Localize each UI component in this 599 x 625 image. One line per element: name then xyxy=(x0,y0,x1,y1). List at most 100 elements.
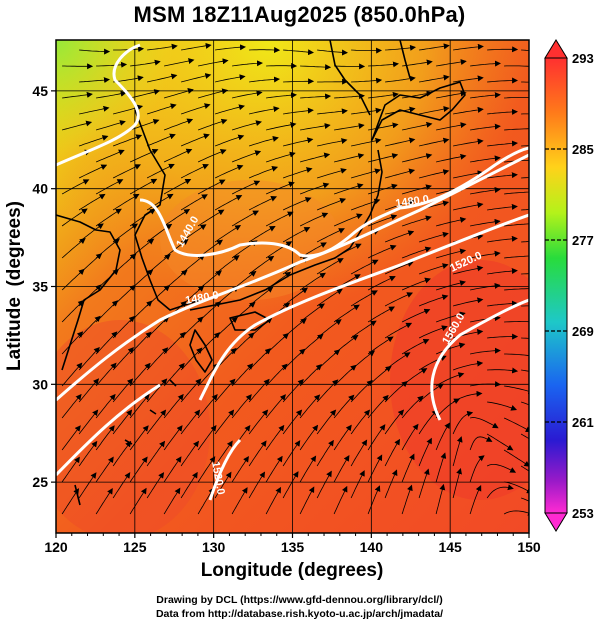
streamline xyxy=(78,378,100,403)
streamline xyxy=(180,440,199,467)
streamline xyxy=(487,333,519,340)
streamline xyxy=(368,122,399,131)
streamline xyxy=(419,169,450,179)
streamline xyxy=(95,456,114,483)
streamline xyxy=(504,63,529,70)
streamline xyxy=(61,300,84,323)
streamline xyxy=(163,362,185,387)
streamline xyxy=(214,409,235,435)
streamline xyxy=(95,120,126,131)
streamline xyxy=(282,440,301,467)
streamline xyxy=(452,410,474,435)
streamline xyxy=(214,104,245,115)
streamline xyxy=(367,244,397,259)
x-tick-label: 120 xyxy=(44,539,68,555)
streamline xyxy=(316,288,343,307)
streamline xyxy=(248,226,276,243)
streamline xyxy=(316,228,345,243)
streamline xyxy=(367,275,396,291)
streamline xyxy=(61,179,90,195)
streamline xyxy=(214,471,232,499)
streamline xyxy=(282,471,299,499)
streamline xyxy=(367,424,386,451)
streamline xyxy=(504,188,529,195)
streamline xyxy=(351,137,382,147)
streamline xyxy=(504,128,529,131)
streamline xyxy=(504,94,529,101)
streamline xyxy=(452,360,484,371)
streamline xyxy=(419,137,450,147)
streamline xyxy=(231,120,262,131)
streamline xyxy=(95,149,125,163)
streamline xyxy=(334,63,366,70)
streamline xyxy=(249,106,280,115)
streamline xyxy=(78,440,98,467)
streamline xyxy=(129,362,151,387)
streamline xyxy=(521,337,529,339)
streamline xyxy=(487,172,518,179)
streamline xyxy=(112,440,132,467)
streamline xyxy=(265,151,296,163)
streamline xyxy=(112,193,140,211)
streamline xyxy=(470,250,501,259)
streamline xyxy=(283,49,314,56)
streamline xyxy=(521,145,529,147)
streamline xyxy=(61,331,84,355)
streamline xyxy=(180,103,211,115)
contour-label: 1480.0 xyxy=(184,289,219,307)
streamline xyxy=(197,118,228,131)
x-tick-label: 140 xyxy=(360,539,384,555)
streamline xyxy=(300,93,332,100)
streamline xyxy=(146,103,177,115)
streamline xyxy=(435,398,460,419)
streamline xyxy=(163,456,182,483)
streamline xyxy=(214,164,244,179)
streamline xyxy=(487,108,518,115)
streamline xyxy=(61,120,93,131)
streamline xyxy=(214,378,236,403)
streamline xyxy=(470,123,501,131)
streamline xyxy=(350,168,381,179)
streamline xyxy=(282,227,311,243)
streamline xyxy=(401,453,415,483)
streamline xyxy=(521,177,529,179)
streamline xyxy=(384,438,401,467)
streamline xyxy=(453,170,484,179)
streamline xyxy=(333,213,363,227)
streamline xyxy=(78,164,108,179)
streamline xyxy=(470,347,501,355)
streamline xyxy=(487,203,518,211)
streamline xyxy=(248,378,270,403)
streamline xyxy=(453,202,484,211)
streamline xyxy=(503,449,529,467)
streamline xyxy=(95,425,115,451)
streamline xyxy=(78,193,106,211)
streamline xyxy=(436,59,467,67)
streamline xyxy=(316,258,344,275)
streamline xyxy=(367,306,395,323)
streamline xyxy=(487,401,518,411)
y-tick-label: 25 xyxy=(32,474,48,490)
streamline xyxy=(61,456,80,483)
streamline xyxy=(79,77,110,84)
streamline xyxy=(419,106,450,115)
streamline xyxy=(78,472,97,499)
streamline xyxy=(419,74,450,83)
streamline xyxy=(350,290,378,307)
streamline xyxy=(334,123,365,131)
streamline xyxy=(401,308,431,323)
streamline xyxy=(385,106,416,115)
streamline xyxy=(198,58,229,67)
streamline xyxy=(164,58,195,67)
streamline xyxy=(248,440,267,467)
streamline xyxy=(435,372,465,387)
streamline xyxy=(453,43,484,51)
streamline xyxy=(487,140,518,147)
streamline xyxy=(299,394,321,419)
streamline xyxy=(266,121,297,131)
streamline xyxy=(180,194,208,211)
streamline xyxy=(351,77,383,84)
chart-title: MSM 18Z11Aug2025 (850.0hPa) xyxy=(133,2,466,27)
colorbar-tick-label: 269 xyxy=(572,324,594,339)
streamline xyxy=(402,153,433,163)
